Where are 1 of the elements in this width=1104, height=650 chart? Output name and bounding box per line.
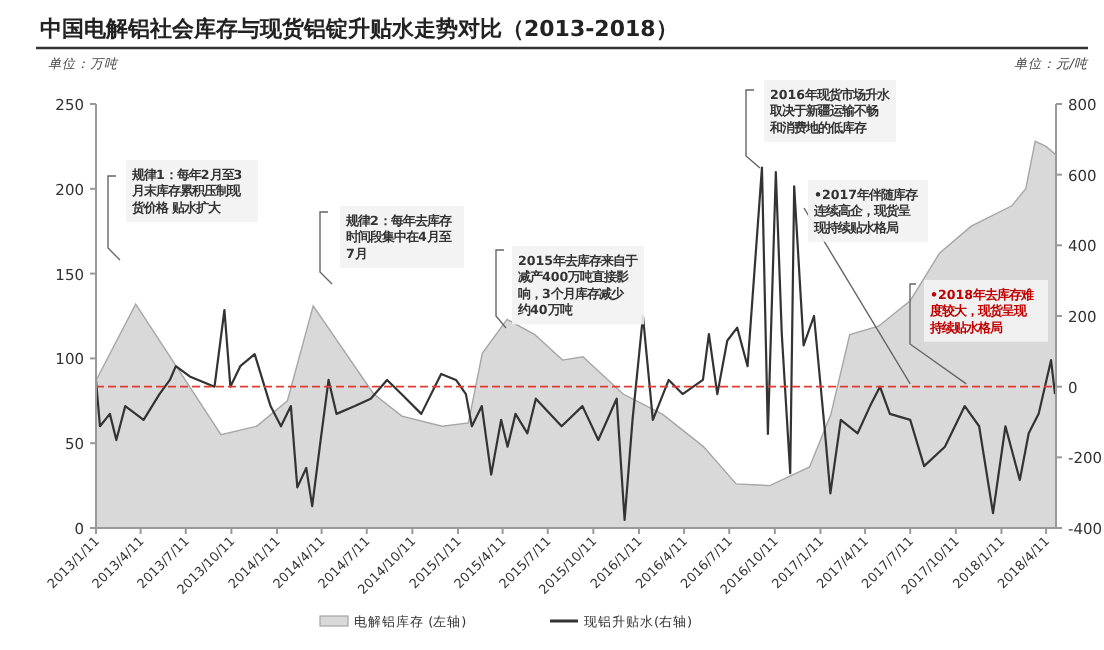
chart-title: 中国电解铝社会库存与现货铝锭升贴水走势对比（2013-2018） (40, 16, 678, 42)
